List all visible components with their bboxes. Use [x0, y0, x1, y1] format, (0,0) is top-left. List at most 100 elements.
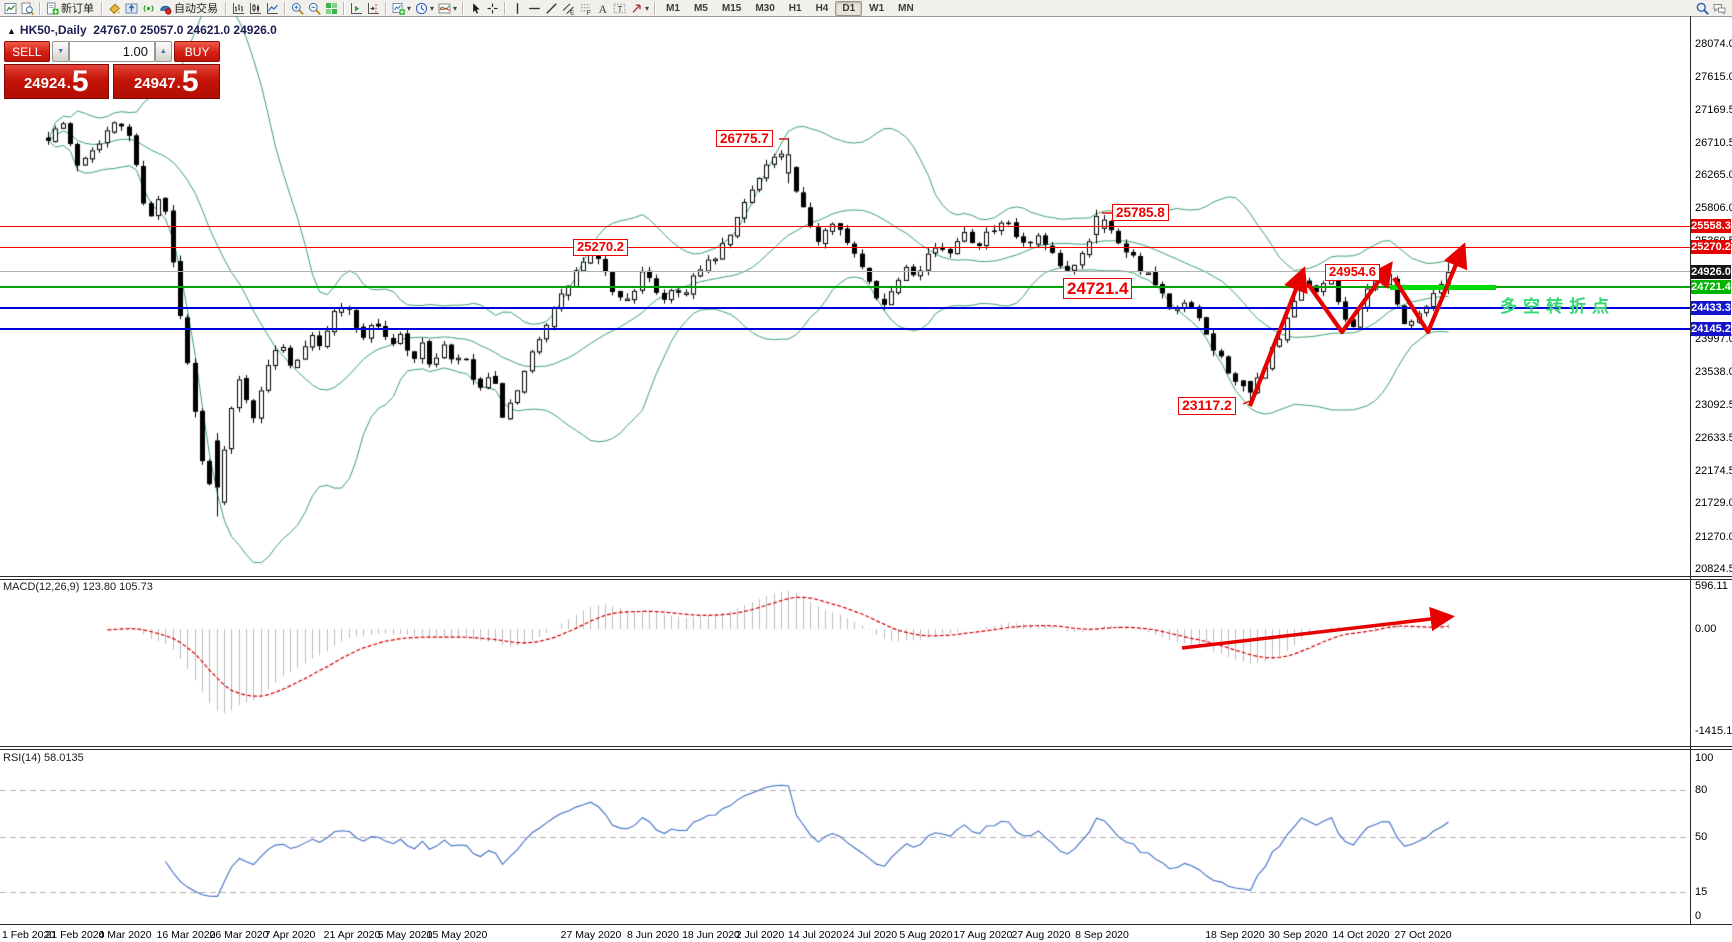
price-callout[interactable]: 24954.6: [1325, 264, 1380, 281]
autotrading-label[interactable]: 自动交易: [174, 3, 218, 15]
price-tick: 21729.0: [1695, 497, 1732, 510]
candlestick-chart-icon[interactable]: [247, 1, 264, 16]
price-tick: 20824.5: [1695, 562, 1732, 575]
indicators-icon-dropdown[interactable]: ▾: [453, 3, 458, 13]
toolbar-separator: [284, 1, 286, 15]
date-tick: 21 Apr 2020: [323, 929, 381, 941]
data-window-icon[interactable]: [19, 1, 36, 16]
price-tick: 22633.5: [1695, 431, 1732, 444]
timeframe-m30[interactable]: M30: [755, 2, 775, 14]
date-tick: 17 Aug 2020: [953, 929, 1013, 941]
arrows-icon[interactable]: [628, 1, 645, 16]
date-tick: 27 Oct 2020: [1394, 929, 1452, 941]
pane-divider-rsi[interactable]: [0, 746, 1732, 750]
search-icon[interactable]: [1694, 1, 1711, 16]
new-order-label[interactable]: 新订单: [61, 3, 94, 15]
timeframe-m5[interactable]: M5: [693, 2, 708, 14]
new-template-icon[interactable]: [390, 1, 407, 16]
green-highlight-segment[interactable]: [1390, 284, 1496, 290]
channel-icon[interactable]: E: [560, 1, 577, 16]
periods-icon-dropdown[interactable]: ▾: [430, 3, 435, 13]
date-tick: 18 Sep 2020: [1205, 929, 1265, 941]
price-tick: 23538.0: [1695, 366, 1732, 379]
timeframe-d1[interactable]: D1: [835, 0, 863, 16]
arrows-icon-dropdown[interactable]: ▾: [645, 3, 650, 13]
signals-icon[interactable]: [140, 1, 157, 16]
periods-icon[interactable]: [413, 1, 430, 16]
price-callout[interactable]: 26775.7: [716, 130, 773, 148]
rsi-label: RSI(14) 58.0135: [3, 752, 84, 764]
chat-icon[interactable]: [1711, 1, 1728, 16]
cursor-icon[interactable]: [467, 1, 484, 16]
new-order-icon[interactable]: [44, 1, 61, 16]
level-line[interactable]: [0, 246, 1690, 248]
timeframe-h1[interactable]: H1: [788, 2, 802, 14]
volume-input[interactable]: [69, 41, 155, 62]
sell-price-panel[interactable]: 24924. 5: [4, 64, 109, 99]
styles-bucket-icon[interactable]: [106, 1, 123, 16]
sell-price-main: 24924: [23, 75, 66, 92]
buy-button[interactable]: BUY: [174, 41, 220, 62]
symbol-marker-icon: ▲: [7, 26, 16, 36]
price-tick: 26265.0: [1695, 169, 1732, 181]
level-line[interactable]: [0, 306, 1690, 309]
toolbar-separator: [462, 1, 465, 15]
volume-decrease-button[interactable]: ▼: [52, 41, 69, 62]
volume-increase-button[interactable]: ▲: [155, 41, 172, 62]
price-callout[interactable]: 24721.4: [1063, 278, 1133, 300]
new-template-icon-dropdown[interactable]: ▾: [407, 3, 412, 13]
level-line[interactable]: [0, 271, 1690, 273]
timeframe-m15[interactable]: M15: [721, 2, 742, 14]
tile-windows-icon[interactable]: [323, 1, 340, 16]
symbol-period: HK50-,Daily: [19, 23, 87, 37]
trendline-icon[interactable]: [543, 1, 560, 16]
macd-canvas[interactable]: [0, 580, 1690, 746]
label-icon[interactable]: T: [611, 1, 628, 16]
toolbar: 新订单 自动交易 ▾ ▾ ▾ E F A T ▾ M1 M5 M15 M30 H1 H4 D1 W1 MN: [0, 0, 1732, 17]
sell-button[interactable]: SELL: [4, 41, 50, 62]
auto-scroll-icon[interactable]: [348, 1, 365, 16]
price-tick: 23092.5: [1695, 398, 1732, 411]
zoom-out-icon[interactable]: [306, 1, 323, 16]
rsi-axis-tick: 50: [1695, 831, 1708, 843]
pane-divider-macd[interactable]: [0, 576, 1732, 580]
price-callout[interactable]: 25785.8: [1112, 204, 1169, 222]
autotrading-icon[interactable]: [157, 1, 174, 16]
timeframe-w1[interactable]: W1: [869, 2, 885, 14]
toolbar-separator: [654, 1, 657, 15]
indicators-icon[interactable]: [436, 1, 453, 16]
timeframe-h4[interactable]: H4: [815, 2, 829, 14]
rsi-canvas[interactable]: [0, 750, 1690, 924]
timeframe-m1[interactable]: M1: [666, 2, 680, 14]
fibonacci-icon[interactable]: F: [577, 1, 594, 16]
crosshair-icon[interactable]: [484, 1, 501, 16]
main-chart-canvas[interactable]: [0, 16, 1690, 576]
toolbar-separator: [343, 1, 345, 15]
text-icon[interactable]: A: [594, 1, 611, 16]
level-line[interactable]: [0, 285, 1690, 288]
date-tick: 8 Sep 2020: [1075, 929, 1129, 941]
buy-price-main: 24947: [133, 75, 176, 92]
timeframe-mn[interactable]: MN: [898, 2, 914, 14]
chinese-annotation[interactable]: 多空转折点: [1500, 297, 1615, 316]
price-callout[interactable]: 23117.2: [1178, 397, 1236, 415]
horizontal-line-icon[interactable]: [526, 1, 543, 16]
vertical-line-icon[interactable]: [509, 1, 526, 16]
publish-chart-icon[interactable]: [123, 1, 140, 16]
level-line[interactable]: [0, 225, 1690, 227]
price-tick: 26710.5: [1695, 136, 1732, 149]
bar-chart-icon[interactable]: [230, 1, 247, 16]
level-line[interactable]: [0, 327, 1690, 330]
new-chart-icon[interactable]: [2, 1, 19, 16]
chart-shift-icon[interactable]: [365, 1, 382, 16]
line-chart-icon[interactable]: [264, 1, 281, 16]
macd-axis-tick: 0.00: [1695, 623, 1717, 635]
zoom-in-icon[interactable]: [289, 1, 306, 16]
buy-price-panel[interactable]: 24947. 5: [112, 64, 220, 99]
date-tick: 1 Feb 2020: [2, 929, 56, 941]
price-tick: 27615.0: [1695, 71, 1732, 84]
date-tick: 7 Apr 2020: [264, 929, 316, 941]
price-callout[interactable]: 25270.2: [573, 239, 628, 256]
rsi-axis-tick: 15: [1695, 886, 1708, 899]
